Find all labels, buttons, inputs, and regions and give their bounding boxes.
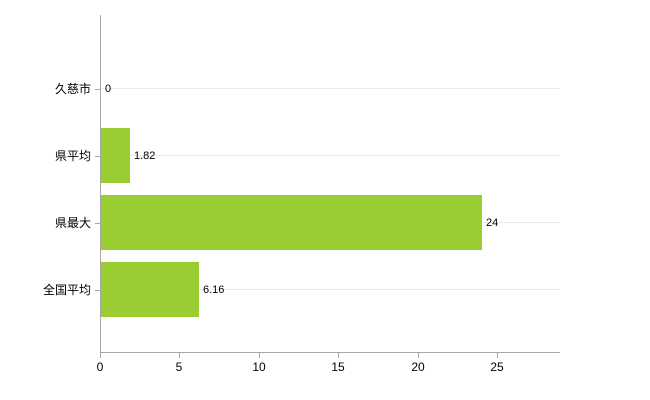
category-label: 県平均 (54, 148, 91, 163)
x-axis-tick-mark (179, 353, 180, 358)
bar (101, 195, 482, 250)
x-axis-tick-mark (100, 353, 101, 358)
category-label: 全国平均 (42, 282, 91, 297)
x-axis-tick-label: 0 (96, 360, 104, 374)
bar (101, 262, 199, 317)
x-axis-tick-label: 5 (175, 360, 183, 374)
x-axis-line (100, 352, 560, 353)
x-axis-tick-mark (418, 353, 419, 358)
bar (101, 128, 130, 183)
category-gridline (100, 289, 560, 290)
x-axis-tick-label: 20 (411, 360, 425, 374)
x-axis-tick-mark (497, 353, 498, 358)
bar-value-label: 24 (486, 216, 499, 229)
bar-value-label: 6.16 (203, 283, 225, 296)
x-axis-tick-label: 10 (252, 360, 266, 374)
category-label: 県最大 (54, 215, 91, 230)
bar-value-label: 1.82 (134, 149, 156, 162)
category-tick-mark (95, 289, 100, 291)
x-axis-tick-mark (338, 353, 339, 358)
category-gridline (100, 88, 560, 89)
category-tick-mark (95, 155, 100, 157)
bar-value-label: 0 (105, 82, 112, 95)
x-axis-tick-label: 15 (331, 360, 345, 374)
category-label: 久慈市 (54, 81, 91, 96)
x-axis-tick-mark (259, 353, 260, 358)
y-axis-line (100, 15, 101, 352)
category-tick-mark (95, 88, 100, 90)
category-tick-mark (95, 222, 100, 224)
x-axis-tick-label: 25 (490, 360, 504, 374)
category-gridline (100, 155, 560, 156)
